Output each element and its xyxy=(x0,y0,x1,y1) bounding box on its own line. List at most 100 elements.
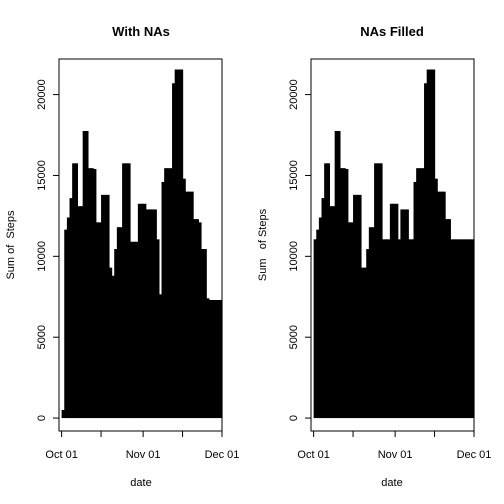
x-axis: Oct 01 Nov 01 Dec 01 xyxy=(45,430,240,461)
bar xyxy=(164,168,168,419)
y-tick-label: 0 xyxy=(36,415,48,421)
bar xyxy=(366,249,370,419)
bar xyxy=(321,198,325,419)
bar xyxy=(185,191,189,419)
bar xyxy=(424,83,428,419)
bar xyxy=(403,209,407,419)
chart-title: NAs Filled xyxy=(360,24,424,39)
bar xyxy=(376,163,380,419)
bar xyxy=(148,209,152,419)
bar xyxy=(80,206,84,419)
bar xyxy=(122,163,126,419)
bar xyxy=(345,168,349,419)
bar xyxy=(214,299,218,419)
bar xyxy=(350,222,354,419)
bar xyxy=(195,219,199,419)
bar xyxy=(463,239,467,419)
bar xyxy=(106,194,110,419)
bar xyxy=(353,194,357,419)
bar xyxy=(326,163,330,419)
panel-nas-filled: NAs Filled 0 5000 10000 15000 20000 Oct 01 No… xyxy=(257,24,491,489)
bar xyxy=(471,239,475,419)
bar-series xyxy=(313,69,475,419)
bar xyxy=(458,239,462,419)
bar xyxy=(460,239,465,419)
bar xyxy=(140,203,144,419)
y-tick-label: 10000 xyxy=(36,241,48,272)
y-tick-label: 15000 xyxy=(36,160,48,191)
bar xyxy=(363,267,367,419)
bar xyxy=(347,222,352,419)
bar xyxy=(111,275,115,419)
bar xyxy=(416,168,420,419)
bar xyxy=(447,219,451,419)
bar xyxy=(397,239,401,419)
bar xyxy=(313,239,317,419)
bar xyxy=(114,249,118,419)
bar xyxy=(200,249,205,419)
bar xyxy=(387,239,391,419)
bar xyxy=(360,267,365,419)
bar xyxy=(87,168,92,419)
bar xyxy=(174,69,178,419)
bar xyxy=(82,130,86,419)
x-tick-label: Oct 01 xyxy=(297,449,329,461)
bar xyxy=(74,163,78,419)
bar xyxy=(90,168,94,419)
bar xyxy=(381,239,386,419)
y-tick-label: 15000 xyxy=(288,160,300,191)
bar xyxy=(355,194,359,419)
bar xyxy=(337,130,341,419)
bar xyxy=(143,203,147,419)
x-tick-label: Dec 01 xyxy=(205,449,240,461)
bar-series xyxy=(61,69,223,419)
bar xyxy=(203,249,207,419)
y-axis-label: Sum of Steps xyxy=(5,210,17,280)
bar xyxy=(151,209,155,419)
y-axis: 0 5000 10000 15000 20000 xyxy=(288,79,311,421)
bar xyxy=(77,206,81,419)
panel-with-nas: With NAs 0 5000 10000 15000 20000 Oct 01 Nov … xyxy=(5,24,239,489)
bar xyxy=(324,163,328,419)
y-axis: 0 5000 10000 15000 20000 xyxy=(36,79,59,421)
bar xyxy=(316,229,320,419)
bar xyxy=(410,239,415,419)
bar xyxy=(395,203,399,419)
bar xyxy=(219,299,223,419)
bar xyxy=(116,227,121,419)
x-axis-label: date xyxy=(381,477,402,489)
bar xyxy=(384,239,388,419)
bar xyxy=(339,168,344,419)
bar xyxy=(450,239,454,419)
x-tick-label: Nov 01 xyxy=(126,449,161,461)
y-tick-label: 0 xyxy=(288,415,300,421)
bar xyxy=(400,209,404,419)
bar xyxy=(93,168,97,419)
x-axis: Oct 01 Nov 01 Dec 01 xyxy=(297,430,491,461)
x-tick-label: Nov 01 xyxy=(378,449,413,461)
bar xyxy=(158,294,163,419)
bar xyxy=(95,222,100,419)
y-tick-label: 20000 xyxy=(288,79,300,110)
bar xyxy=(329,206,333,419)
bar xyxy=(61,409,65,419)
bar xyxy=(371,227,375,419)
bar xyxy=(342,168,346,419)
bar xyxy=(132,241,136,419)
bar xyxy=(445,219,449,419)
bar xyxy=(439,191,444,419)
bar xyxy=(85,130,89,419)
bar xyxy=(153,209,157,419)
bar xyxy=(379,163,383,419)
bar xyxy=(374,163,378,419)
bar xyxy=(429,69,433,419)
bar xyxy=(124,163,128,419)
bar xyxy=(161,181,165,419)
x-axis-label: date xyxy=(130,477,151,489)
bar xyxy=(98,222,102,419)
bar xyxy=(135,241,139,419)
bar xyxy=(431,69,436,419)
bar xyxy=(66,217,71,419)
bar xyxy=(318,217,323,419)
bar xyxy=(216,299,220,419)
